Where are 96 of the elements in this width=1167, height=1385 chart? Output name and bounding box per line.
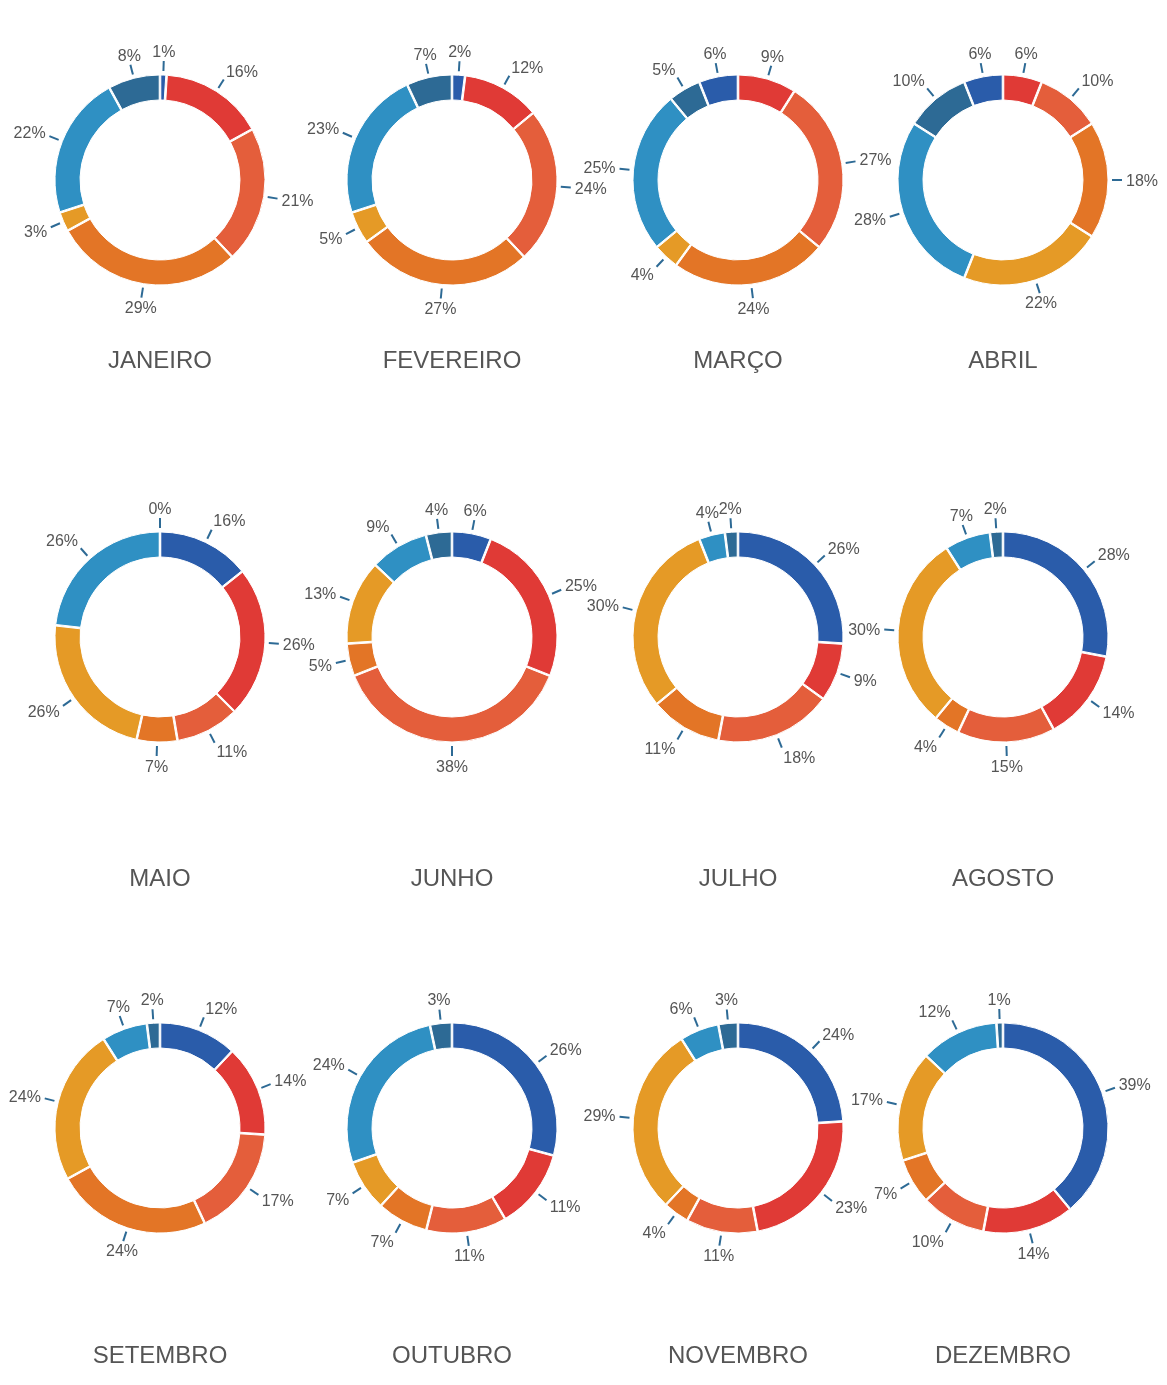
text: JUNHO <box>410 864 494 892</box>
text: DEZEMBRO <box>934 1341 1072 1369</box>
data-label: 6% <box>463 501 487 519</box>
data-label: 24% <box>574 179 607 197</box>
data-label: 9% <box>760 47 784 65</box>
data-label: 6% <box>703 44 727 62</box>
data-label: 7% <box>144 757 169 775</box>
data-label: 17% <box>261 1192 294 1210</box>
data-label: 4% <box>913 737 938 755</box>
data-label: 11% <box>644 739 676 757</box>
data-label: 9% <box>366 517 390 535</box>
data-label: 23% <box>307 120 340 138</box>
data-label: 24% <box>822 1025 855 1043</box>
data-label: 28% <box>853 211 887 229</box>
data-label: 3% <box>427 991 451 1009</box>
text: FEVEREIRO <box>382 346 522 374</box>
data-label: 13% <box>304 584 337 602</box>
data-label: 5% <box>319 230 343 248</box>
data-label: 30% <box>848 620 881 638</box>
data-label: 29% <box>583 1107 616 1125</box>
data-label: 1% <box>987 990 1011 1008</box>
text: MARÇO <box>693 346 783 374</box>
data-label: 30% <box>586 596 619 614</box>
data-label: 29% <box>124 299 157 317</box>
data-label: 1% <box>152 42 176 60</box>
data-label: 5% <box>308 656 332 674</box>
data-label: 14% <box>274 1072 307 1090</box>
data-label: 2% <box>718 499 742 517</box>
text: 0% <box>148 499 172 517</box>
data-label: 26% <box>46 532 79 550</box>
data-label: 16% <box>213 512 246 530</box>
data-label: 18% <box>783 748 816 766</box>
data-label: 21% <box>281 191 314 209</box>
data-label: 2% <box>983 499 1007 517</box>
data-label: 24% <box>737 299 770 317</box>
data-label: 26% <box>27 703 60 721</box>
data-label: 2% <box>448 42 472 60</box>
data-label: 8% <box>117 46 141 64</box>
data-label: 4% <box>425 500 449 518</box>
data-label: 7% <box>949 507 973 525</box>
data-label: 16% <box>225 62 258 80</box>
text: JULHO <box>698 864 778 892</box>
data-label: 3% <box>714 991 738 1009</box>
data-label: 27% <box>859 151 892 169</box>
data-label: 7% <box>370 1233 394 1251</box>
data-label: 7% <box>106 998 130 1016</box>
text: OUTUBRO <box>392 1341 512 1369</box>
data-label: 22% <box>1024 294 1058 312</box>
data-label: 39% <box>1118 1075 1151 1093</box>
data-label: 11% <box>703 1247 735 1265</box>
data-label: 9% <box>853 672 877 690</box>
data-label: 10% <box>911 1232 944 1250</box>
data-label: 12% <box>511 58 544 76</box>
data-label: 14% <box>1102 704 1135 722</box>
text: SETEMBRO <box>92 1341 228 1369</box>
data-label: 6% <box>669 999 693 1017</box>
text: MAIO <box>129 864 191 892</box>
data-label: 12% <box>918 1002 951 1020</box>
data-label: 4% <box>630 265 654 283</box>
data-label: 10% <box>1081 72 1114 90</box>
text: NOVEMBRO <box>667 1341 809 1369</box>
data-label: 24% <box>312 1056 345 1074</box>
data-label: 24% <box>8 1087 41 1105</box>
data-label: 15% <box>990 757 1023 775</box>
text: JANEIRO <box>107 346 213 374</box>
data-label: 38% <box>435 757 469 775</box>
data-label: 5% <box>652 60 676 78</box>
data-label: 11% <box>216 743 248 761</box>
data-label: 6% <box>1014 44 1038 62</box>
data-label: 14% <box>1017 1244 1050 1262</box>
data-label: 2% <box>140 990 164 1008</box>
data-label: 11% <box>453 1247 485 1265</box>
data-label: 25% <box>583 159 616 177</box>
data-label: 7% <box>413 45 437 63</box>
data-label: 27% <box>424 300 457 318</box>
data-label: 28% <box>1097 546 1130 564</box>
data-label: 26% <box>549 1041 582 1059</box>
data-label: 4% <box>695 503 719 521</box>
data-label: 7% <box>874 1185 898 1203</box>
data-label: 17% <box>850 1091 883 1109</box>
data-label: 26% <box>827 540 860 558</box>
data-label: 26% <box>282 635 315 653</box>
text: AGOSTO <box>951 864 1055 892</box>
data-label: 6% <box>968 44 992 62</box>
data-label: 3% <box>23 222 48 240</box>
text: ABRIL <box>968 346 1038 374</box>
data-label: 18% <box>1126 171 1159 189</box>
data-label: 23% <box>835 1198 868 1216</box>
data-label: 4% <box>642 1223 666 1241</box>
data-label: 24% <box>105 1242 139 1260</box>
data-label: 7% <box>326 1190 350 1208</box>
data-label: 12% <box>205 999 238 1017</box>
data-label: 10% <box>892 72 925 90</box>
data-label: 11% <box>549 1197 581 1215</box>
data-label: 22% <box>13 124 46 142</box>
data-label: 25% <box>564 577 597 595</box>
